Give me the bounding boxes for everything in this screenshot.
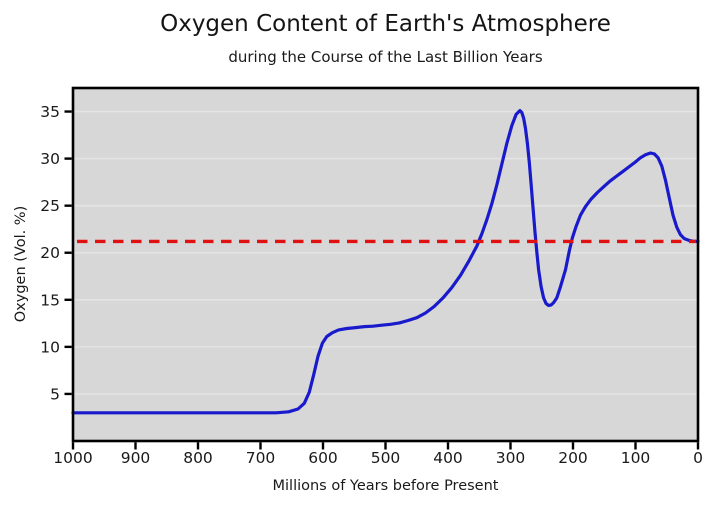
x-tick-label-900: 900 — [121, 449, 151, 467]
oxygen-curve — [71, 109, 700, 415]
x-axis-label: Millions of Years before Present — [272, 478, 499, 494]
y-tick-label-5: 5 — [50, 385, 60, 403]
x-tick-label-800: 800 — [183, 449, 213, 467]
y-tick-label-30: 30 — [40, 150, 60, 168]
plot-border — [71, 86, 700, 443]
y-tick-label-20: 20 — [40, 244, 60, 262]
x-tick-label-400: 400 — [433, 449, 463, 467]
plot-background — [73, 88, 698, 441]
y-tick-label-15: 15 — [40, 291, 60, 309]
x-tick-label-500: 500 — [371, 449, 401, 467]
y-tick-label-10: 10 — [40, 338, 60, 356]
y-axis-label: Oxygen (Vol. %) — [13, 205, 29, 323]
chart-subtitle: during the Course of the Last Billion Ye… — [228, 48, 543, 66]
x-tick-label-300: 300 — [496, 449, 526, 467]
chart-title: Oxygen Content of Earth's Atmosphere — [160, 11, 611, 37]
x-tick-label-600: 600 — [308, 449, 338, 467]
x-tick-label-700: 700 — [246, 449, 276, 467]
x-tick-label-200: 200 — [558, 449, 588, 467]
y-tick-label-35: 35 — [40, 103, 60, 121]
x-tick-label-0: 0 — [693, 449, 703, 467]
y-tick-label-25: 25 — [40, 197, 60, 215]
x-tick-label-100: 100 — [621, 449, 651, 467]
x-tick-label-1000: 1000 — [53, 449, 92, 467]
